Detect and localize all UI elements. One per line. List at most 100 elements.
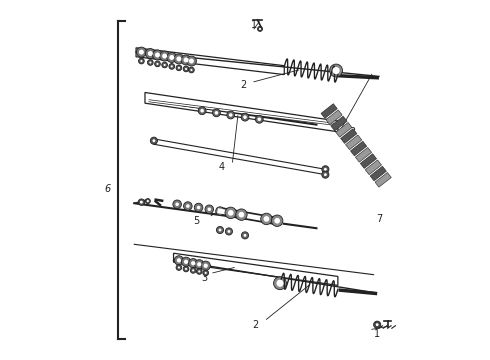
Polygon shape — [365, 160, 382, 175]
Circle shape — [169, 55, 174, 60]
Circle shape — [225, 207, 237, 219]
Polygon shape — [145, 93, 338, 132]
Circle shape — [164, 64, 166, 66]
Polygon shape — [345, 135, 362, 150]
Circle shape — [183, 266, 189, 272]
Circle shape — [194, 203, 203, 212]
Circle shape — [139, 58, 144, 64]
Circle shape — [195, 260, 204, 269]
Circle shape — [189, 59, 194, 64]
Circle shape — [184, 260, 188, 264]
Circle shape — [146, 49, 155, 59]
Circle shape — [178, 67, 180, 69]
Circle shape — [162, 62, 168, 68]
Circle shape — [236, 209, 247, 220]
Circle shape — [276, 280, 284, 287]
Circle shape — [229, 113, 232, 117]
Circle shape — [160, 51, 170, 61]
Circle shape — [146, 199, 150, 203]
Circle shape — [271, 215, 283, 226]
Circle shape — [148, 51, 153, 56]
Circle shape — [205, 205, 214, 213]
Circle shape — [190, 69, 193, 71]
Circle shape — [150, 137, 157, 144]
Circle shape — [192, 269, 194, 271]
Circle shape — [244, 234, 246, 237]
Circle shape — [324, 173, 327, 176]
Circle shape — [181, 55, 191, 65]
Circle shape — [139, 50, 144, 55]
Circle shape — [217, 226, 223, 234]
Circle shape — [140, 60, 143, 62]
Circle shape — [243, 115, 247, 119]
Circle shape — [201, 261, 210, 270]
Text: 1: 1 — [251, 19, 257, 30]
Circle shape — [322, 171, 329, 178]
Circle shape — [216, 207, 224, 215]
Circle shape — [147, 200, 149, 202]
Circle shape — [227, 111, 235, 119]
Polygon shape — [370, 166, 387, 181]
Text: 3: 3 — [349, 127, 355, 137]
Polygon shape — [336, 122, 352, 137]
Circle shape — [242, 232, 248, 239]
Polygon shape — [326, 110, 342, 125]
Circle shape — [140, 201, 143, 203]
Circle shape — [373, 321, 381, 328]
Polygon shape — [375, 172, 392, 187]
Circle shape — [186, 204, 190, 208]
Circle shape — [203, 264, 208, 268]
Circle shape — [176, 57, 181, 62]
Circle shape — [178, 266, 180, 269]
Circle shape — [225, 228, 232, 235]
Polygon shape — [360, 154, 376, 168]
Circle shape — [169, 64, 174, 69]
Circle shape — [227, 230, 230, 233]
Circle shape — [176, 265, 182, 270]
Circle shape — [156, 63, 159, 65]
Circle shape — [176, 65, 182, 71]
Circle shape — [152, 139, 155, 142]
Circle shape — [155, 53, 160, 58]
Circle shape — [218, 209, 222, 213]
Circle shape — [376, 323, 379, 326]
Circle shape — [173, 200, 181, 208]
Circle shape — [264, 216, 270, 222]
Circle shape — [219, 229, 221, 231]
Circle shape — [174, 256, 184, 265]
Polygon shape — [355, 148, 371, 162]
Circle shape — [273, 277, 287, 290]
Text: 2: 2 — [240, 80, 246, 90]
Text: 6: 6 — [104, 184, 111, 194]
Circle shape — [185, 68, 187, 70]
Circle shape — [183, 66, 189, 72]
Circle shape — [175, 203, 179, 206]
Circle shape — [186, 56, 196, 66]
Polygon shape — [321, 104, 337, 118]
Polygon shape — [331, 116, 347, 131]
Circle shape — [189, 258, 198, 268]
Circle shape — [196, 269, 202, 274]
Circle shape — [255, 115, 263, 123]
Circle shape — [184, 58, 189, 63]
Circle shape — [147, 60, 153, 65]
Circle shape — [181, 257, 191, 266]
Circle shape — [274, 218, 280, 224]
Circle shape — [189, 67, 194, 73]
Circle shape — [152, 50, 163, 60]
Text: 2: 2 — [252, 320, 259, 330]
Circle shape — [205, 272, 207, 274]
Circle shape — [324, 168, 327, 171]
Circle shape — [258, 117, 261, 121]
Circle shape — [191, 261, 196, 265]
Text: 7: 7 — [376, 214, 382, 224]
Circle shape — [333, 67, 340, 74]
Circle shape — [200, 109, 204, 112]
Polygon shape — [341, 129, 357, 143]
Circle shape — [174, 54, 184, 64]
Polygon shape — [350, 141, 367, 156]
Text: 3: 3 — [201, 273, 207, 283]
Circle shape — [330, 64, 343, 77]
Circle shape — [215, 111, 218, 114]
Circle shape — [185, 268, 187, 270]
